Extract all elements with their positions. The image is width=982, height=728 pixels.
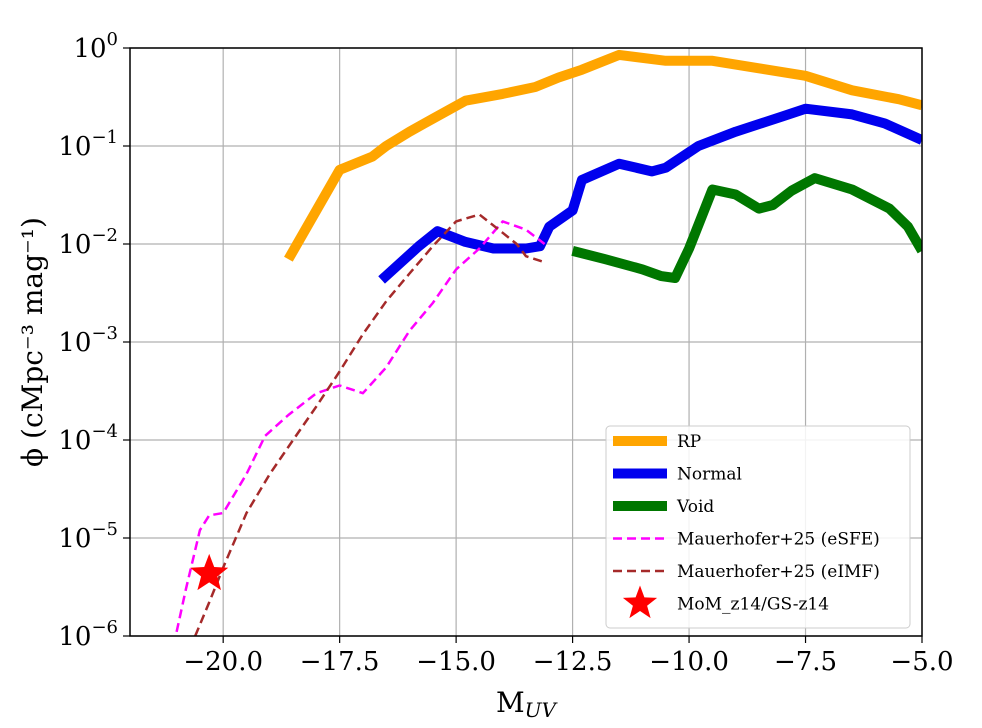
legend-swatch-mom-z14-gs-z14 (622, 585, 658, 619)
x-tick-label: −5.0 (890, 647, 953, 677)
star-marker-mom-z14-gs-z14 (190, 553, 229, 591)
y-tick-label: 10−6 (58, 617, 118, 652)
series-line-void (571, 173, 922, 283)
series-line-normal (378, 103, 922, 284)
y-tick-label: 10−1 (58, 127, 118, 162)
series-line-rp (284, 49, 922, 262)
y-tick-label: 10−3 (58, 323, 118, 358)
legend-label-mauerhofer-25-eimf: Mauerhofer+25 (eIMF) (677, 562, 880, 582)
x-tick-label: −20.0 (183, 647, 263, 677)
legend-label-void: Void (676, 497, 714, 517)
legend-label-normal: Normal (677, 465, 742, 485)
y-tick-label: 10−4 (58, 421, 118, 456)
ticks: −20.0 −17.5 −15.0 −12.5 −10.0 −7.5 −5.0 100 10−1… (58, 29, 953, 677)
y-axis-label: ϕ (cMpc⁻³ mag⁻¹) (16, 217, 49, 467)
series-line-mauerhofer-25-eimf (194, 213, 545, 636)
x-tick-label: −17.5 (300, 647, 380, 677)
x-axis-label: MUV (496, 686, 559, 722)
y-tick-label: 100 (73, 29, 118, 64)
legend-label-mauerhofer-25-esfe: Mauerhofer+25 (eSFE) (677, 530, 880, 550)
series-line-mauerhofer-25-esfe (175, 220, 546, 633)
legend: RP Normal Void Mauerhofer+25 (eSFE) Mauerhof… (605, 425, 911, 629)
marker-layer (190, 553, 229, 591)
legend-label-rp: RP (677, 432, 701, 452)
legend-frame (605, 425, 911, 629)
y-tick-label: 10−2 (58, 225, 118, 260)
x-tick-label: −12.5 (533, 647, 613, 677)
x-tick-label: −10.0 (649, 647, 729, 677)
x-tick-label: −7.5 (774, 647, 837, 677)
legend-label-mom-z14-gs-z14: MoM_z14/GS-z14 (677, 595, 829, 615)
x-tick-label: −15.0 (416, 647, 496, 677)
series-layer (175, 49, 922, 636)
y-tick-label: 10−5 (58, 519, 118, 554)
